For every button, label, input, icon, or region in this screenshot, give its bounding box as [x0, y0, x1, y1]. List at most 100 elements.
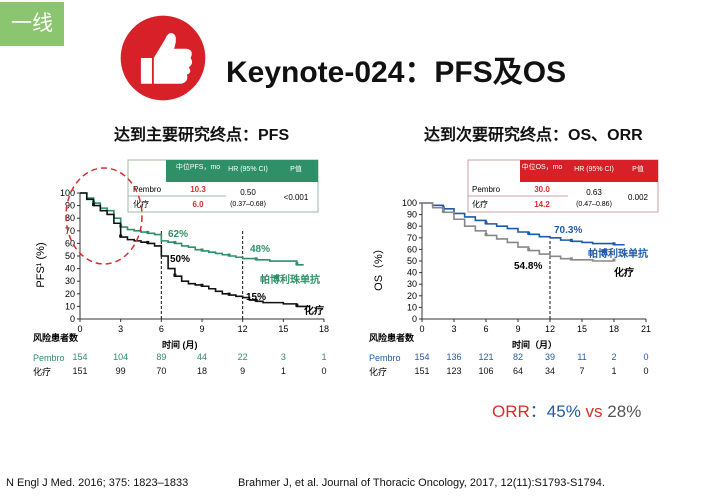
os-risk-count: 151 [414, 366, 429, 376]
os-risk-count: 123 [446, 366, 461, 376]
os-risk-count: 106 [478, 366, 493, 376]
os-censor-mark [527, 248, 531, 252]
os-table-p: 0.002 [628, 193, 649, 202]
pfs-risk-count: 104 [113, 352, 128, 362]
os-x-tick-label: 6 [483, 324, 488, 334]
os-risk-count: 136 [446, 352, 461, 362]
os-risk-pembro-label: Pembro [369, 353, 401, 363]
os-y-tick-label: 60 [407, 244, 417, 254]
os-legend-chemo: 化疗 [614, 266, 634, 279]
pfs-table-hr: 0.50 [240, 188, 256, 197]
pfs-xlabel: 时间 (月) [162, 339, 198, 350]
pfs-y-tick-label: 100 [60, 188, 75, 198]
os-risk-count: 64 [513, 366, 523, 376]
pfs-y-tick-label: 40 [65, 264, 75, 274]
highlight-circle [65, 167, 143, 265]
os-table-hr: 0.63 [586, 188, 602, 197]
pfs-annot-chemo-6: 50% [170, 254, 190, 265]
thumbs-up-icon [120, 15, 206, 101]
pfs-x-tick-label: 3 [118, 324, 123, 334]
pfs-y-tick-label: 10 [65, 301, 75, 311]
pfs-censor-mark [173, 273, 177, 277]
os-y-tick-label: 40 [407, 268, 417, 278]
pfs-table-header-p: P值 [290, 164, 302, 173]
os-censor-mark [527, 231, 531, 235]
pfs-censor-mark [200, 248, 204, 252]
os-subtitle: 达到次要研究终点：OS、ORR [424, 127, 643, 144]
os-risk-count: 121 [478, 352, 493, 362]
reference-right: Brahmer J, et al. Journal of Thoracic On… [238, 477, 605, 489]
os-censor-mark [612, 258, 616, 262]
pfs-risk-count: 9 [240, 366, 245, 376]
pfs-ylabel: PFS¹ (%) [35, 242, 47, 287]
os-table-header-hr: HR (95% CI) [574, 166, 614, 173]
os-table-header-p: P值 [632, 164, 644, 173]
os-x-tick-label: 15 [577, 324, 587, 334]
os-risk-count: 2 [611, 352, 616, 362]
os-risk-count: 0 [643, 366, 648, 376]
pfs-x-tick-label: 15 [278, 324, 288, 334]
pfs-censor-mark [254, 257, 258, 261]
first-line-badge: 一线 [0, 2, 64, 46]
pfs-table-arm-chemo: 化疗 [133, 199, 149, 209]
os-risk-label: 风险患者数 [369, 332, 415, 343]
orr-summary: ORR：45% vs 28% [492, 397, 641, 422]
os-annot-chemo-12: 54.8% [514, 261, 542, 272]
pfs-risk-count: 1 [321, 352, 326, 362]
page-title: Keynote-024：PFS及OS [226, 56, 567, 89]
pfs-subtitle: 达到主要研究终点：PFS [114, 127, 290, 144]
pfs-censor-mark [119, 234, 123, 238]
os-x-tick-label: 0 [419, 324, 424, 334]
pfs-table-arm-pembro: Pembro [133, 185, 162, 194]
os-censor-mark [484, 221, 488, 225]
pfs-legend-chemo: 化疗 [304, 304, 324, 317]
pfs-annot-chemo-12: 15% [246, 292, 266, 303]
pfs-y-tick-label: 70 [65, 226, 75, 236]
os-y-tick-label: 30 [407, 279, 417, 289]
pfs-risk-count: 0 [321, 366, 326, 376]
os-risk-count: 154 [414, 352, 429, 362]
os-y-tick-label: 50 [407, 256, 417, 266]
os-y-tick-label: 20 [407, 291, 417, 301]
pfs-censor-mark [295, 262, 299, 266]
pfs-risk-count: 70 [156, 366, 166, 376]
os-risk-count: 82 [513, 352, 523, 362]
os-table-median-pembro: 30.0 [534, 185, 550, 194]
os-xlabel: 时间（月） [512, 339, 557, 350]
pfs-x-tick-label: 18 [319, 324, 329, 334]
pfs-censor-mark [146, 240, 150, 244]
pfs-y-tick-label: 50 [65, 251, 75, 261]
os-x-tick-label: 21 [641, 324, 651, 334]
pfs-x-tick-label: 9 [199, 324, 204, 334]
os-x-tick-label: 9 [515, 324, 520, 334]
pfs-censor-mark [254, 298, 258, 302]
pfs-censor-mark [200, 283, 204, 287]
os-y-tick-label: 90 [407, 210, 417, 220]
pfs-censor-mark [92, 203, 96, 207]
os-y-tick-label: 10 [407, 302, 417, 312]
pfs-y-tick-label: 30 [65, 276, 75, 286]
os-table-header-median: 中位OS，mo [522, 162, 563, 171]
pfs-table-header-hr: HR (95% CI) [228, 166, 268, 173]
pfs-censor-mark [227, 253, 231, 257]
pfs-summary-table: 中位PFS，mo HR (95% CI) P值 Pembro 10.3 化疗 6… [127, 159, 319, 213]
os-risk-count: 39 [545, 352, 555, 362]
os-y-tick-label: 100 [402, 198, 417, 208]
os-risk-count: 11 [577, 352, 586, 362]
pfs-y-tick-label: 20 [65, 289, 75, 299]
pfs-table-header-median: 中位PFS，mo [176, 162, 220, 171]
os-table-arm-pembro: Pembro [472, 185, 501, 194]
pfs-table-median-pembro: 10.3 [190, 185, 206, 194]
orr-label: ORR [492, 402, 530, 421]
os-x-tick-label: 12 [545, 324, 555, 334]
orr-pembro-value: 45% [546, 402, 581, 421]
pfs-risk-count: 18 [197, 366, 207, 376]
pfs-risk-count: 1 [281, 366, 286, 376]
os-risk-count: 1 [611, 366, 616, 376]
orr-separator: ： [529, 402, 547, 421]
pfs-censor-mark [295, 303, 299, 307]
os-chart: 中位OS，mo HR (95% CI) P值 Pembro 30.0 化疗 1 4… [369, 159, 659, 377]
os-censor-mark [441, 209, 445, 213]
os-y-tick-label: 70 [407, 233, 417, 243]
pfs-annot-pembro-12: 48% [250, 244, 270, 255]
